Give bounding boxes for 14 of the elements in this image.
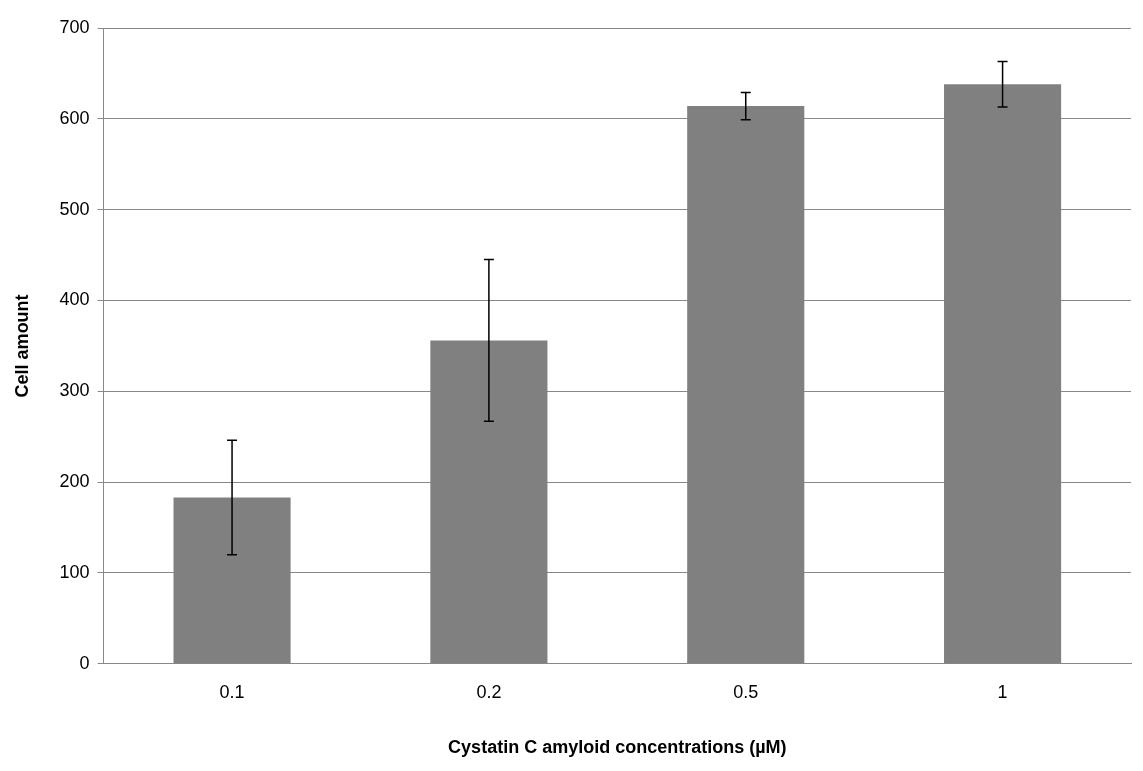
y-tick-label: 700 [59,16,90,37]
y-tick-label: 0 [79,652,90,673]
y-tick-label: 300 [59,380,90,401]
x-tick-label: 0.2 [476,681,502,702]
x-tick-label: 0.5 [733,681,759,702]
y-tick-label: 600 [59,107,90,128]
x-axis-title: Cystatin C amyloid concentrations (µM) [448,737,787,758]
y-axis-title: Cell amount [11,294,32,398]
y-tick-label: 500 [59,198,90,219]
x-tick-label: 0.1 [219,681,245,702]
y-tick-label: 200 [59,471,90,492]
y-tick-label: 400 [59,289,90,310]
x-tick-label: 1 [997,681,1008,702]
y-tick-label: 100 [59,561,90,582]
